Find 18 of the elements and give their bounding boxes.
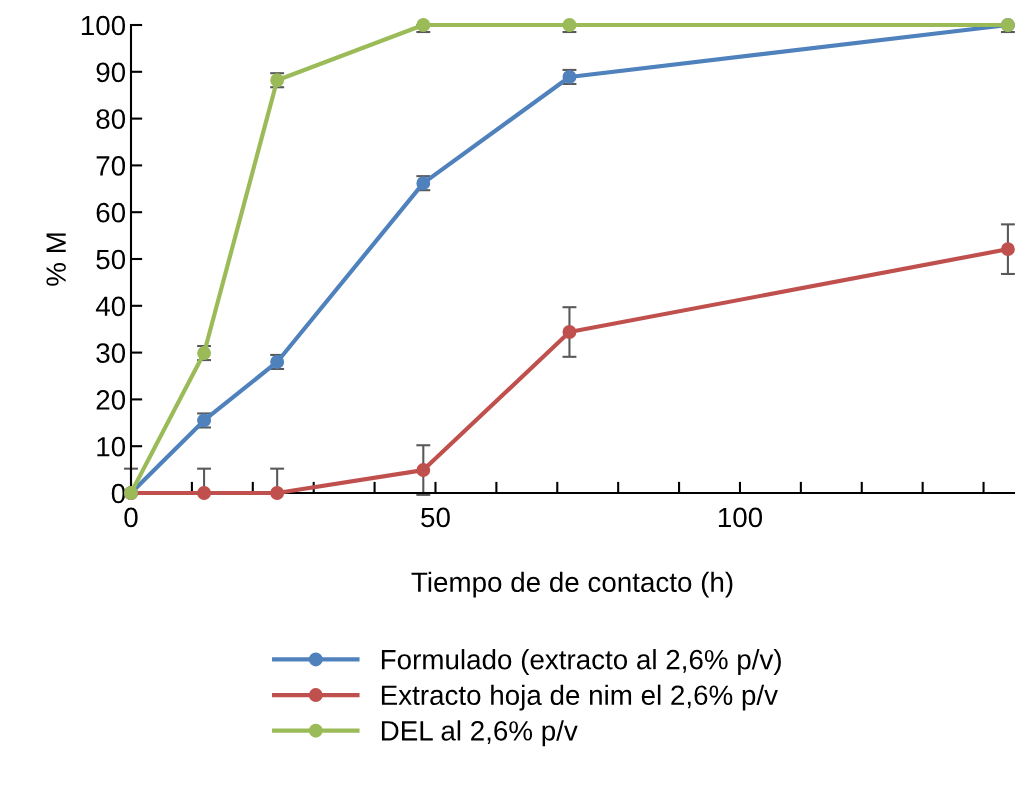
legend-label: Extracto hoja de nim el 2,6% p/v [381, 684, 778, 711]
y-tick-label: 50 [96, 249, 126, 270]
y-axis-title: % M [46, 233, 66, 286]
y-tick-label: 80 [96, 109, 126, 129]
legend-label: DEL al 2,6% p/v [381, 720, 578, 747]
x-tick-label: 100 [718, 507, 763, 528]
y-tick-label: 90 [96, 62, 126, 83]
y-tick-label: 0 [111, 483, 126, 504]
y-tick-label: 70 [96, 156, 126, 176]
x-tick-label: 50 [421, 507, 450, 528]
y-tick-label: 60 [96, 202, 126, 223]
y-tick-label: 30 [96, 343, 126, 363]
x-axis-title: Tiempo de de contacto (h) [411, 571, 733, 598]
y-tick-label: 10 [97, 436, 126, 457]
y-tick-label: 100 [81, 15, 126, 36]
legend-label: Formulado (extracto al 2,6% p/v) [381, 649, 781, 675]
y-tick-label: 20 [96, 390, 126, 410]
y-tick-label: 40 [95, 296, 126, 317]
